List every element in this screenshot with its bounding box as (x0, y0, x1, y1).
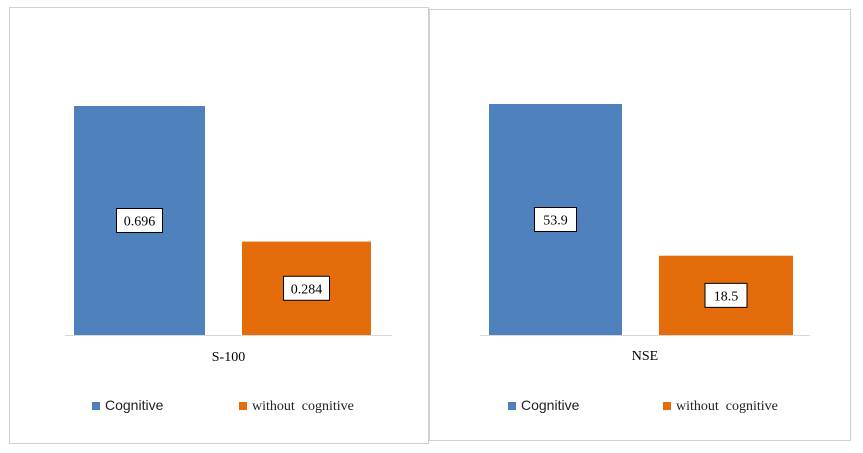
data-label: 18.5 (714, 289, 739, 304)
data-label-box (116, 208, 163, 233)
data-label-box (283, 275, 330, 301)
chart-panel-nse: 53.9 18.5 NSE Cognitive without cognitive (429, 9, 851, 441)
category-label: S-100 (212, 350, 245, 365)
legend-swatch (508, 402, 516, 410)
data-label: 0.284 (291, 282, 323, 297)
legend-label: Cognitive (105, 397, 164, 413)
legend-swatch (663, 402, 671, 410)
legend-swatch (92, 402, 100, 410)
data-label-box (704, 282, 748, 308)
chart-svg-s100: 0.696 0.284 S-100 Cognitive without cognitiv… (65, 106, 392, 414)
legend-label: without cognitive (676, 399, 778, 414)
legend-label: without cognitive (252, 399, 354, 414)
chart-panel-s100: 0.696 0.284 S-100 Cognitive without cognitiv… (9, 7, 429, 444)
data-label-box (534, 207, 577, 232)
legend-label: Cognitive (521, 397, 580, 413)
chart-svg-nse: 53.9 18.5 NSE Cognitive without cognitive (480, 104, 810, 414)
data-label: 0.696 (124, 215, 156, 230)
category-label: NSE (632, 349, 658, 364)
legend-swatch (239, 402, 247, 410)
data-label: 53.9 (543, 214, 568, 229)
